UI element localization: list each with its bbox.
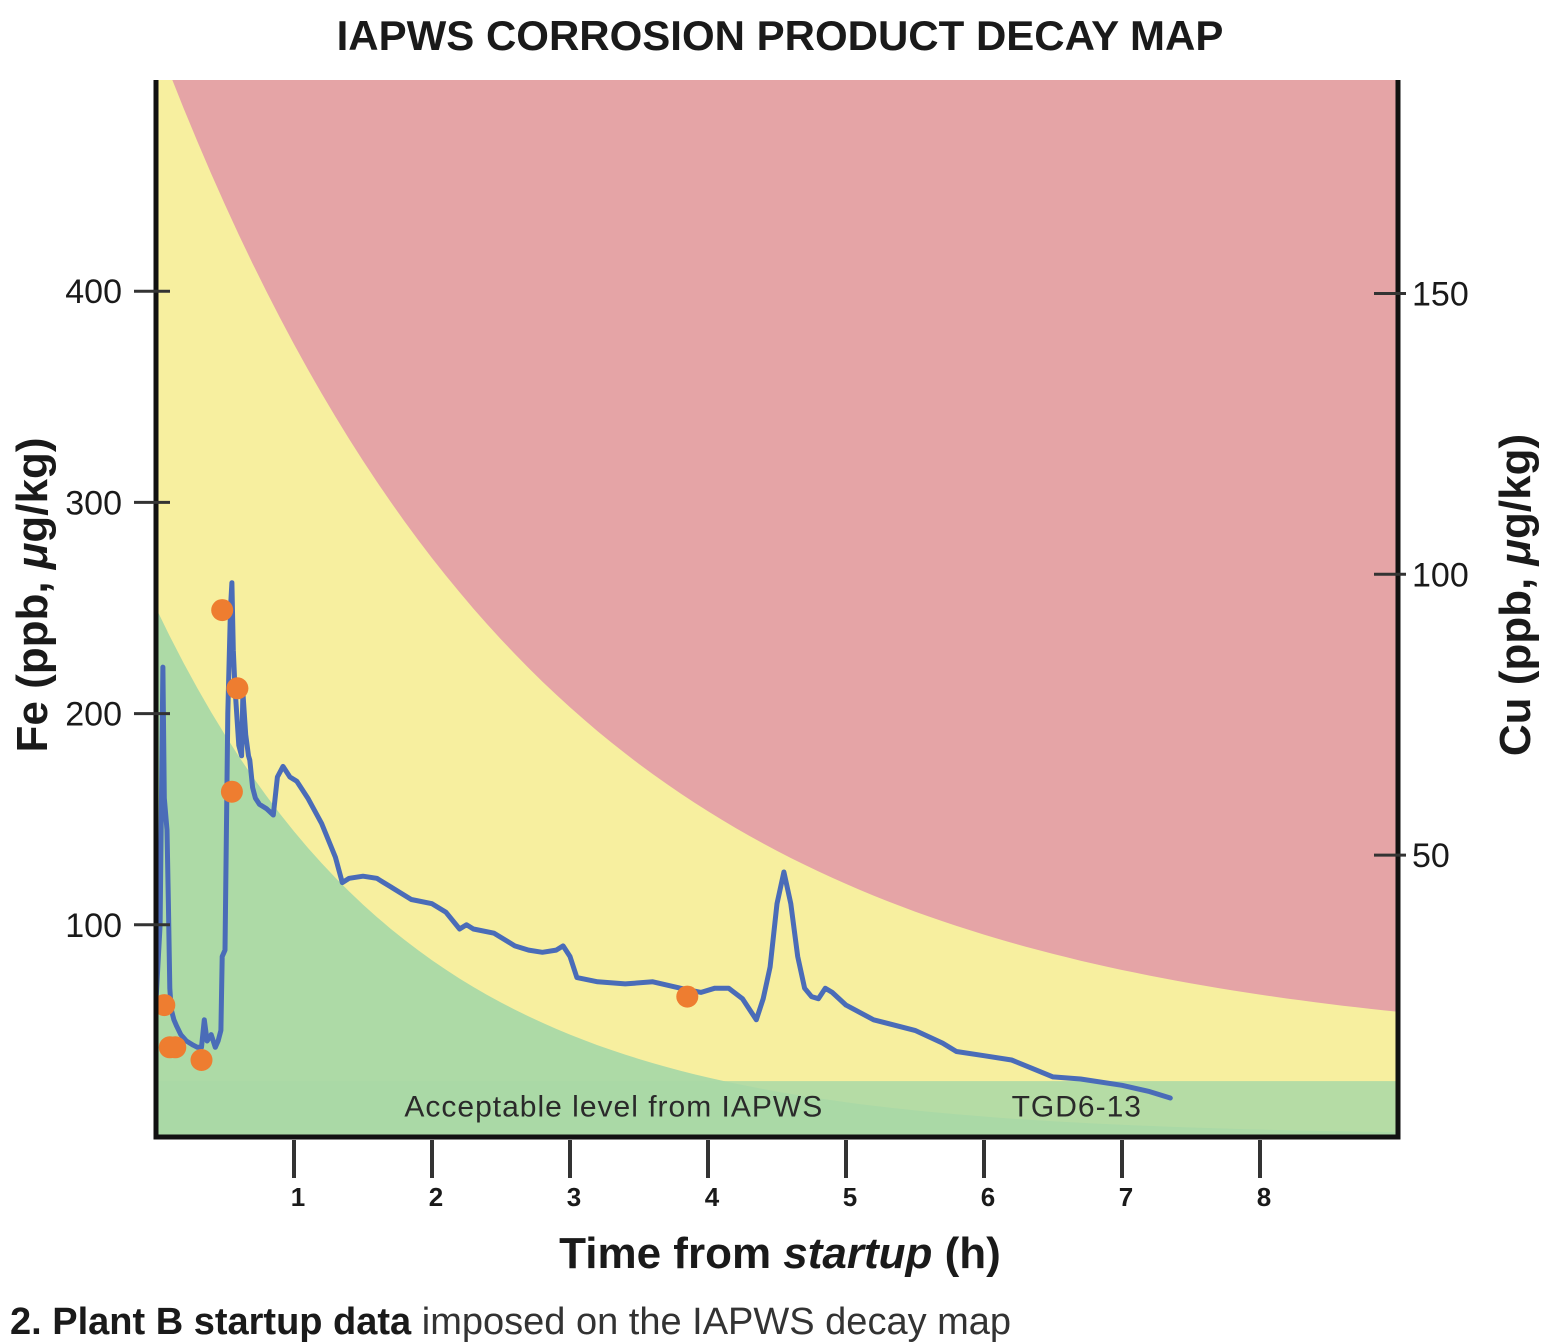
plot-frame [153,80,1401,1140]
x-axis-ticks: 1 2 3 4 5 6 7 8 [291,1140,1271,1212]
right-tick-label: 50 [1412,837,1450,875]
left-axis-ticks: 100 200 300 400 [65,273,170,945]
right-axis-label: Cu (ppb, μg/kg) [1491,434,1540,756]
right-tick-label: 100 [1412,556,1469,594]
data-point [676,985,699,1008]
x-tick-label: 2 [429,1182,443,1212]
x-tick-label: 6 [981,1182,995,1212]
chart-title: IAPWS CORROSION PRODUCT DECAY MAP [337,12,1224,59]
data-layer [156,580,1173,1101]
yellow-zone [156,80,1398,1136]
acceptable-level-label: Acceptable level from IAPWS [404,1090,823,1123]
x-tick-label: 1 [291,1182,305,1212]
x-tick-label: 7 [1119,1182,1133,1212]
figure-caption: 2. Plant B startup data imposed on the I… [10,1300,1011,1344]
x-tick-label: 3 [567,1182,581,1212]
data-point [164,1036,187,1059]
data-point [156,994,176,1017]
x-tick-label: 4 [705,1182,720,1212]
caption-bold: 2. Plant B startup data [10,1301,412,1343]
x-tick-label: 8 [1257,1182,1271,1212]
data-point [220,780,243,803]
caption-text: imposed on the IAPWS decay map [411,1301,1012,1343]
left-tick-label: 100 [65,907,122,945]
tgd-reference-label: TGD6-13 [1012,1090,1142,1123]
left-tick-label: 200 [65,696,122,734]
decay-map-background [156,80,1398,1136]
green-zone [156,608,1398,1136]
data-series-line [156,580,1173,1101]
data-point [226,677,249,700]
acceptable-band [156,1081,1398,1136]
left-axis-label: Fe (ppb, μg/kg) [8,438,57,753]
left-tick-label: 400 [65,273,122,311]
left-tick-label: 300 [65,484,122,522]
x-axis-label: Time from startup (h) [559,1229,1001,1278]
right-tick-label: 150 [1412,275,1469,313]
data-point [211,599,234,622]
x-tick-label: 5 [843,1182,857,1212]
right-axis-ticks: 50 100 150 [1374,275,1469,875]
data-point [190,1049,213,1071]
